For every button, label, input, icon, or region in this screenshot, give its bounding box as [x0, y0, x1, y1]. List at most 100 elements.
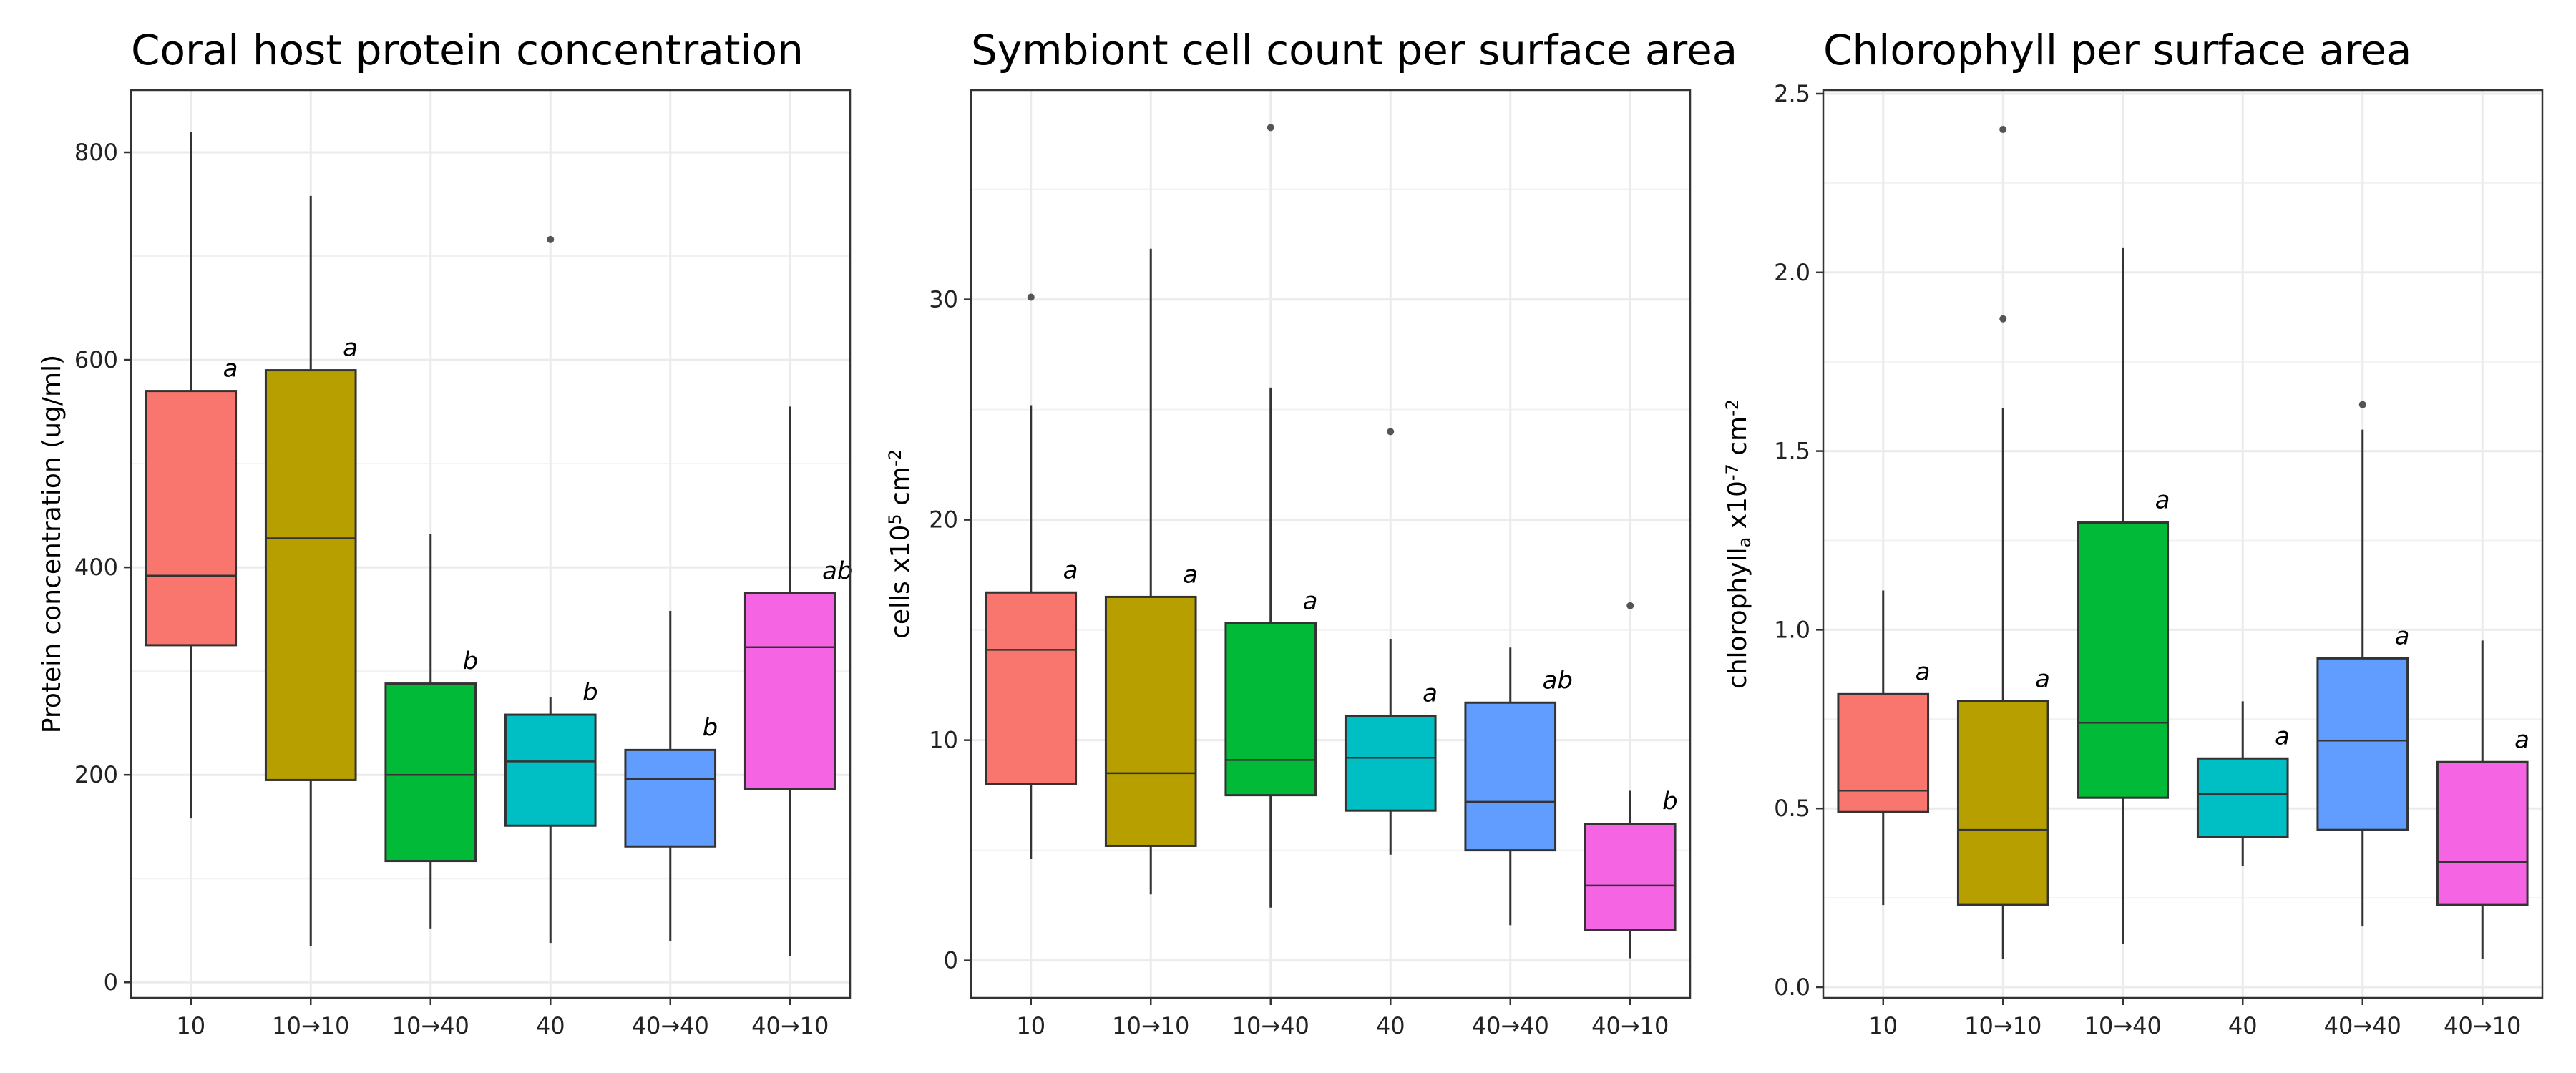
x-tick-label: 10→40 — [1232, 1012, 1309, 1039]
y-title-sub: a — [1735, 537, 1755, 548]
significance-label: ab — [822, 557, 852, 585]
significance-label: a — [223, 355, 238, 383]
x-tick-label: 10→40 — [392, 1012, 469, 1039]
outlier-point — [2358, 401, 2366, 408]
panel-3: a a a a a a 0.0 0.5 1.0 1.5 2.0 2.5 10 10→10 10→40 40 40… — [1722, 26, 2544, 1039]
x-tick-label: 40→10 — [1591, 1012, 1669, 1039]
y-axis-title: chlorophylla x10-7 cm-2 — [1722, 399, 1755, 689]
box-body — [264, 369, 357, 781]
outlier-point — [1626, 602, 1634, 609]
box-body — [145, 390, 238, 647]
y-tick-label: 0 — [944, 947, 958, 974]
box-3: b — [384, 534, 479, 929]
x-tick-label: 40→40 — [2324, 1012, 2401, 1039]
x-tick-label: 10 — [176, 1012, 205, 1039]
x-tick-label: 10→40 — [2084, 1012, 2162, 1039]
panel-title: Coral host protein concentration — [131, 26, 804, 74]
box-body — [985, 591, 1078, 785]
y-tick-label: 1.0 — [1774, 616, 1810, 643]
significance-label: b — [582, 678, 598, 707]
box-body — [743, 592, 836, 790]
significance-label: ab — [1543, 666, 1573, 695]
box-6: a — [2436, 640, 2529, 959]
significance-label: a — [2035, 665, 2050, 693]
box-body — [2436, 760, 2529, 906]
x-tick-label: 40 — [1376, 1012, 1405, 1039]
x-tick-label: 10 — [1016, 1012, 1045, 1039]
y-tick-label: 30 — [929, 286, 958, 313]
box-body — [1956, 700, 2049, 906]
y-axis-title: Protein concentration (ug/ml) — [37, 355, 67, 733]
y-title-sup: 5 — [885, 514, 905, 524]
outlier-point — [1999, 315, 2007, 323]
box-2: a — [1104, 248, 1198, 895]
x-tick-label: 40 — [2228, 1012, 2258, 1039]
box-body — [1344, 715, 1437, 812]
y-title-unit: cm — [886, 466, 915, 514]
x-tick-label: 40→40 — [1472, 1012, 1549, 1039]
y-title-unit: cm — [1723, 416, 1752, 464]
y-tick-label: 1.5 — [1774, 438, 1810, 465]
y-tick-label: 600 — [74, 346, 118, 373]
y-title-main: cells x10 — [886, 525, 915, 639]
box-1: a — [1837, 590, 1931, 906]
significance-label: a — [1063, 556, 1078, 584]
significance-label: a — [2275, 722, 2290, 750]
outlier-point — [1999, 125, 2007, 133]
x-tick-label: 10 — [1868, 1012, 1898, 1039]
x-tick-label: 10→10 — [1112, 1012, 1189, 1039]
box-body — [1224, 622, 1317, 797]
significance-label: a — [2514, 725, 2529, 754]
significance-label: a — [343, 334, 358, 363]
panel-2: a a a a ab b 0 10 20 30 10 10→10 10→40 40 40→40 40→10 Sy… — [885, 26, 1737, 1039]
plot-area — [971, 90, 1690, 998]
box-3: a — [1224, 124, 1317, 908]
y-tick-label: 2.5 — [1774, 80, 1810, 107]
box-body — [1464, 701, 1557, 852]
y-tick-label: 0 — [104, 969, 118, 996]
box-body — [624, 748, 717, 848]
y-tick-label: 400 — [74, 554, 118, 581]
box-5: b — [624, 611, 718, 941]
significance-label: a — [1916, 657, 1931, 686]
significance-label: b — [463, 647, 479, 676]
y-tick-label: 200 — [74, 761, 118, 788]
plot-area — [131, 90, 850, 998]
y-axis-title: cells x105 cm-2 — [885, 449, 915, 639]
panel-title: Symbiont cell count per surface area — [971, 26, 1737, 74]
box-2: a — [1956, 125, 2050, 959]
box-body — [2316, 657, 2409, 831]
panel-border — [970, 89, 1692, 999]
box-1: a — [985, 293, 1078, 859]
box-body — [2077, 521, 2170, 799]
y-title-unit-sup: -2 — [885, 449, 905, 466]
box-body — [504, 713, 597, 827]
box-4: a — [2196, 701, 2290, 866]
plot-area — [1823, 90, 2542, 998]
box-body — [384, 682, 477, 863]
x-tick-label: 40→40 — [632, 1012, 709, 1039]
panel-title: Chlorophyll per surface area — [1823, 26, 2411, 74]
y-tick-label: 2.0 — [1774, 259, 1810, 286]
box-2: a — [264, 195, 358, 946]
y-tick-label: 800 — [74, 139, 118, 166]
box-4: b — [504, 235, 598, 944]
significance-label: b — [703, 713, 718, 742]
y-title-main: chlorophyll — [1723, 547, 1752, 689]
y-title-sup: -7 — [1722, 464, 1742, 481]
y-tick-label: 20 — [929, 506, 958, 534]
y-tick-label: 0.0 — [1774, 974, 1810, 1001]
box-5: ab — [1464, 647, 1573, 926]
outlier-point — [547, 235, 555, 243]
box-1: a — [145, 132, 238, 819]
y-tick-label: 0.5 — [1774, 795, 1810, 822]
box-body — [1837, 692, 1930, 813]
box-6: ab — [743, 406, 852, 956]
x-tick-label: 40→10 — [2444, 1012, 2521, 1039]
box-6: b — [1584, 602, 1678, 959]
outlier-point — [1387, 428, 1395, 436]
box-body — [1584, 823, 1677, 931]
panel-border — [130, 89, 852, 999]
x-tick-label: 40 — [536, 1012, 565, 1039]
